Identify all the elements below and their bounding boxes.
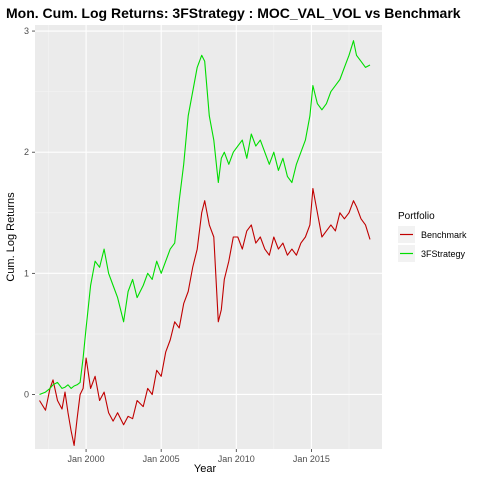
legend-title: Portfolio <box>398 211 435 222</box>
x-axis-ticks: Jan 2000 Jan 2005 Jan 2010 Jan 2015 <box>68 449 330 464</box>
x-axis-title: Year <box>194 463 217 475</box>
x-tick-label: Jan 2005 <box>143 454 180 464</box>
legend-label-3fstrategy: 3FStrategy <box>421 249 466 259</box>
major-gridlines <box>35 25 382 449</box>
y-axis-ticks: 0 1 2 3 <box>24 26 35 399</box>
y-tick-label: 1 <box>24 268 29 278</box>
series-line-benchmark <box>39 187 371 446</box>
y-axis-title: Cum. Log Returns <box>5 192 17 282</box>
x-tick-label: Jan 2015 <box>293 454 330 464</box>
y-tick-label: 3 <box>24 26 29 36</box>
x-tick-label: Jan 2000 <box>68 454 105 464</box>
x-tick-label: Jan 2010 <box>218 454 255 464</box>
y-tick-label: 0 <box>24 389 29 399</box>
legend-label-benchmark: Benchmark <box>421 230 467 240</box>
legend: Portfolio Benchmark 3FStrategy <box>398 211 467 262</box>
y-tick-label: 2 <box>24 147 29 157</box>
plot-panel <box>35 25 382 449</box>
legend-item-3fstrategy: 3FStrategy <box>398 245 466 262</box>
series-line-3fstrategy <box>39 40 371 396</box>
legend-item-benchmark: Benchmark <box>398 226 467 243</box>
chart-title: Mon. Cum. Log Returns: 3FStrategy : MOC_… <box>6 5 461 21</box>
series-lines <box>39 40 371 446</box>
